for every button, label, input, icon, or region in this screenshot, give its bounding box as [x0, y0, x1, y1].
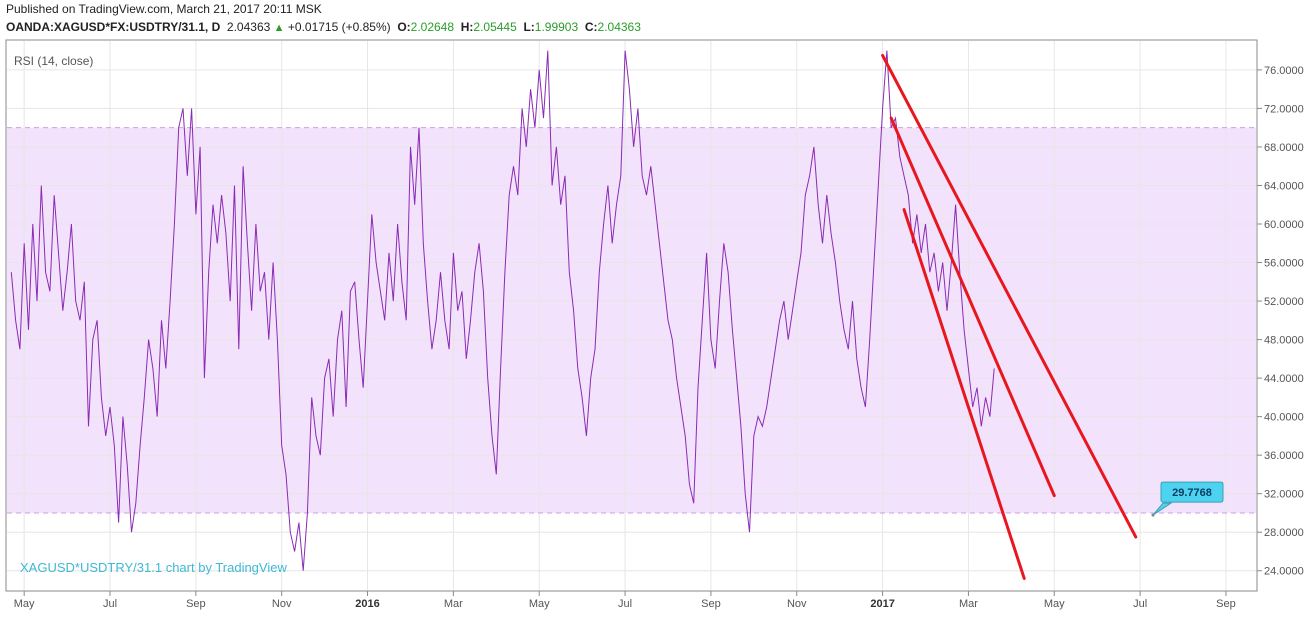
trend-lines[interactable]: [881, 53, 1138, 580]
y-tick-label: 56.0000: [1264, 258, 1304, 270]
last-price: 2.04363: [226, 20, 271, 34]
x-tick-label: Jul: [1133, 598, 1147, 610]
trend-line[interactable]: [902, 208, 1026, 580]
x-tick-label: Jul: [618, 598, 632, 610]
x-tick-label: May: [1044, 598, 1065, 610]
value-badge: 29.7768: [1151, 481, 1224, 517]
x-tick-label: Sep: [1216, 598, 1236, 610]
y-tick-label: 68.0000: [1264, 142, 1304, 154]
low-value: 1.99903: [534, 20, 579, 34]
y-tick-label: 44.0000: [1264, 373, 1304, 385]
y-axis: 76.0000 72.0000 68.0000 64.0000 60.0000 56.00…: [1257, 65, 1304, 578]
up-arrow-icon: ▲: [273, 22, 285, 34]
close-label: C:: [584, 20, 598, 34]
open-label: O:: [397, 20, 411, 34]
y-tick-label: 28.0000: [1264, 527, 1304, 539]
badge-pointer: [1152, 502, 1173, 516]
x-tick-label: Mar: [959, 598, 978, 610]
price-change: +0.01715 (+0.85%): [287, 20, 391, 34]
symbol-title: OANDA:XAGUSD*FX:USDTRY/31.1, D: [6, 20, 221, 34]
y-tick-label: 64.0000: [1264, 180, 1304, 192]
badge-box: [1160, 481, 1224, 503]
y-tick-label: 36.0000: [1264, 450, 1304, 462]
y-tick-label: 48.0000: [1264, 335, 1304, 347]
x-tick-label: Nov: [272, 598, 292, 610]
rsi-series-line[interactable]: [10, 50, 995, 571]
x-tick-label: Sep: [186, 598, 206, 610]
trend-line[interactable]: [889, 116, 1056, 498]
high-value: 2.05445: [473, 20, 517, 34]
y-tick-label: 24.0000: [1264, 566, 1304, 578]
close-value: 2.04363: [597, 20, 641, 34]
y-tick-label: 72.0000: [1264, 103, 1304, 115]
x-tick-label: 2016: [355, 598, 379, 610]
badge-value: 29.7768: [1172, 487, 1212, 499]
x-tick-label: Jul: [103, 598, 117, 610]
y-tick-label: 52.0000: [1264, 296, 1304, 308]
y-tick-label: 76.0000: [1264, 65, 1304, 77]
x-tick-label: May: [14, 598, 35, 610]
x-tick-label: Nov: [787, 598, 807, 610]
high-label: H:: [460, 20, 474, 34]
x-tick-label: May: [529, 598, 550, 610]
published-line: Published on TradingView.com, March 21, …: [6, 2, 322, 16]
y-tick-label: 60.0000: [1264, 219, 1304, 231]
x-tick-label: 2017: [870, 598, 894, 610]
open-value: 2.02648: [410, 20, 455, 34]
x-tick-label: Sep: [701, 598, 721, 610]
symbol-info-bar: OANDA:XAGUSD*FX:USDTRY/31.1, D 2.04363 ▲…: [6, 20, 641, 34]
y-tick-label: 40.0000: [1264, 412, 1304, 424]
x-axis: May Jul Sep Nov 2016 Mar May Jul Sep Nov 2017 Mar Ma…: [14, 591, 1236, 610]
y-tick-label: 32.0000: [1264, 489, 1304, 501]
low-label: L:: [523, 20, 535, 34]
indicator-label: RSI (14, close): [14, 54, 93, 68]
watermark: XAGUSD*USDTRY/31.1 chart by TradingView: [20, 560, 287, 575]
x-tick-label: Mar: [444, 598, 463, 610]
trend-line[interactable]: [881, 53, 1138, 539]
overbought-oversold-band: [7, 127, 1256, 513]
